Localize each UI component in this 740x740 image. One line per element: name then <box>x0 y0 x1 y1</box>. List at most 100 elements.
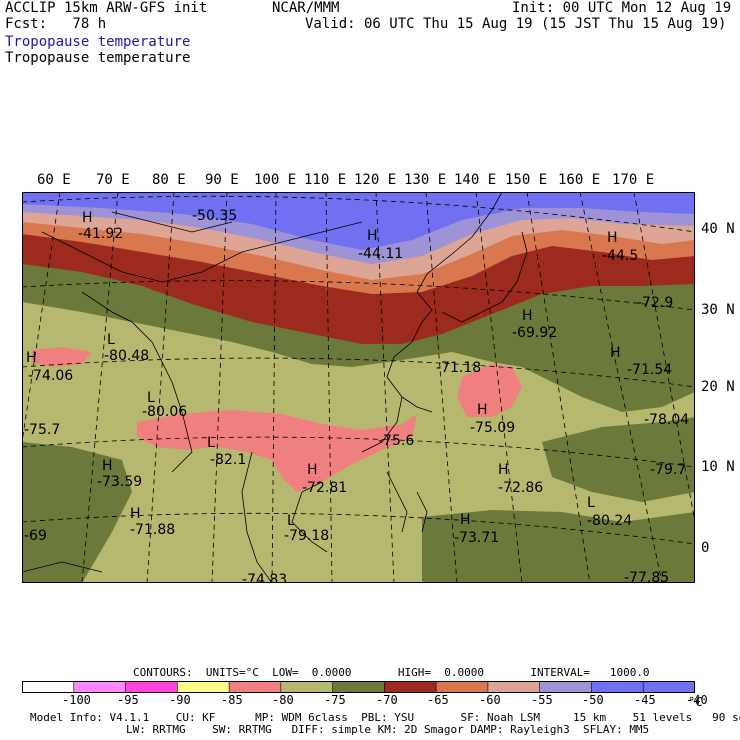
color-scale-cell <box>435 681 489 693</box>
band-70-75-west <box>22 442 132 583</box>
valid-time: Valid: 06 UTC Thu 15 Aug 19 (15 JST Thu … <box>305 16 727 32</box>
color-scale-cell <box>539 681 593 693</box>
mark-value: -75.7 <box>24 422 60 438</box>
lat-label-equator: 0 <box>701 540 710 556</box>
model-info-line1: Model Info: V4.1.1 CU: KF MP: WDM 6class… <box>30 711 740 724</box>
cb-unit: °C <box>688 695 703 709</box>
mark-kind: L <box>147 390 155 406</box>
band-70-75-east <box>542 417 695 502</box>
mark-kind: H <box>130 506 141 522</box>
mark-kind: L <box>587 495 595 511</box>
model-info-line2: LW: RRTMG SW: RRTMG DIFF: simple KM: 2D … <box>126 723 650 736</box>
lon-label-100e: 100 E <box>254 172 297 188</box>
mark-kind: L <box>107 332 115 348</box>
mark-value: -44.5 <box>602 248 638 264</box>
mark-value: -75.09 <box>470 420 515 436</box>
mark-value: -80.24 <box>587 513 632 529</box>
mark-value: -79.18 <box>284 528 329 544</box>
mark-value: -75.6 <box>378 433 414 449</box>
mark-kind: H <box>607 230 618 246</box>
lon-label-60e: 60 E <box>37 172 71 188</box>
color-scale-cell <box>228 681 282 693</box>
mark-kind: H <box>26 350 37 366</box>
coastlines <box>22 192 528 583</box>
color-scale-cell <box>177 681 230 693</box>
mark-value: -77.85 <box>624 570 669 583</box>
mark-value: -82.1 <box>210 452 246 468</box>
mark-value: -41.92 <box>78 226 123 242</box>
lat-label-40n: 40 N <box>701 221 735 237</box>
mark-value: -79.7 <box>650 462 686 478</box>
cb-tick: -75 <box>324 693 346 707</box>
lon-label-140e: 140 E <box>454 172 497 188</box>
mark-value: -69 <box>24 528 47 544</box>
color-scale-cell <box>125 681 179 693</box>
graticule <box>22 192 695 583</box>
mark-value: -72.81 <box>302 480 347 496</box>
mark-kind: H <box>102 458 113 474</box>
color-scale-cell <box>642 681 695 693</box>
band-70-75-south <box>422 510 695 583</box>
mark-kind: L <box>287 513 295 529</box>
cb-tick: -50 <box>582 693 604 707</box>
mark-value: -44.11 <box>358 246 403 262</box>
color-scale-cell <box>591 681 645 693</box>
contours-info: CONTOURS: UNITS=°C LOW= 0.0000 HIGH= 0.0… <box>133 666 650 679</box>
band-60-65 <box>22 220 695 294</box>
mark-kind: L <box>207 435 215 451</box>
cb-tick: -85 <box>221 693 243 707</box>
mark-value: -50.35 <box>192 208 237 224</box>
mark-value: -72.9 <box>637 295 673 311</box>
mark-value: -73.59 <box>97 474 142 490</box>
map-frame <box>22 192 695 583</box>
mark-kind: H <box>498 462 509 478</box>
color-scale-bar <box>22 681 695 693</box>
init-time: Init: 00 UTC Mon 12 Aug 19 <box>512 0 732 16</box>
cb-tick: -80 <box>272 693 294 707</box>
mark-value: -71.18 <box>436 360 481 376</box>
lon-label-150e: 150 E <box>505 172 548 188</box>
mark-kind: H <box>477 402 488 418</box>
mark-value: -74.83 <box>242 572 287 583</box>
band-lt-80-west <box>32 347 92 367</box>
mark-value: -78.04 <box>644 412 689 428</box>
lon-label-130e: 130 E <box>404 172 447 188</box>
mark-kind: H <box>82 210 93 226</box>
lat-label-30n: 30 N <box>701 302 735 318</box>
color-scale-cell <box>22 681 75 693</box>
cb-tick: -40 <box>686 693 708 707</box>
tropopause-temperature-map: H -41.92 -50.35 H -44.11 H -44.5 -72.9 L… <box>22 192 695 583</box>
mark-value: -72.86 <box>498 480 543 496</box>
temperature-fill <box>22 192 695 583</box>
pressure-marks: H -41.92 -50.35 H -44.11 H -44.5 -72.9 L… <box>24 208 689 583</box>
mark-value: -80.48 <box>104 348 149 364</box>
lon-label-80e: 80 E <box>152 172 186 188</box>
cb-tick: -70 <box>376 693 398 707</box>
cb-tick: -55 <box>531 693 553 707</box>
cb-tick: -95 <box>117 693 139 707</box>
lon-label-110e: 110 E <box>304 172 347 188</box>
lon-label-170e: 170 E <box>612 172 655 188</box>
color-scale-cells <box>22 681 695 693</box>
band-55-60 <box>22 210 695 280</box>
mark-value: -69.92 <box>512 325 557 341</box>
band-50-55 <box>22 202 695 264</box>
cb-tick: -100 <box>62 693 91 707</box>
mark-value: -73.71 <box>454 530 499 546</box>
band-lt-80-main <box>137 410 417 492</box>
lon-label-70e: 70 E <box>96 172 130 188</box>
model-title: ACCLIP 15km ARW-GFS init <box>5 0 208 16</box>
mark-value: -71.54 <box>627 362 672 378</box>
lat-label-10n: 10 N <box>701 459 735 475</box>
color-scale-frame <box>22 681 695 693</box>
mark-value: -71.88 <box>130 522 175 538</box>
lon-label-120e: 120 E <box>354 172 397 188</box>
color-scale-cell <box>280 681 334 693</box>
mark-value: -74.06 <box>28 368 73 384</box>
band-lt-80-east <box>457 364 522 417</box>
mark-value: -80.06 <box>142 404 187 420</box>
org-label: NCAR/MMM <box>272 0 340 16</box>
color-scale-cell <box>73 681 127 693</box>
mark-kind: H <box>610 345 621 361</box>
lon-label-160e: 160 E <box>558 172 601 188</box>
